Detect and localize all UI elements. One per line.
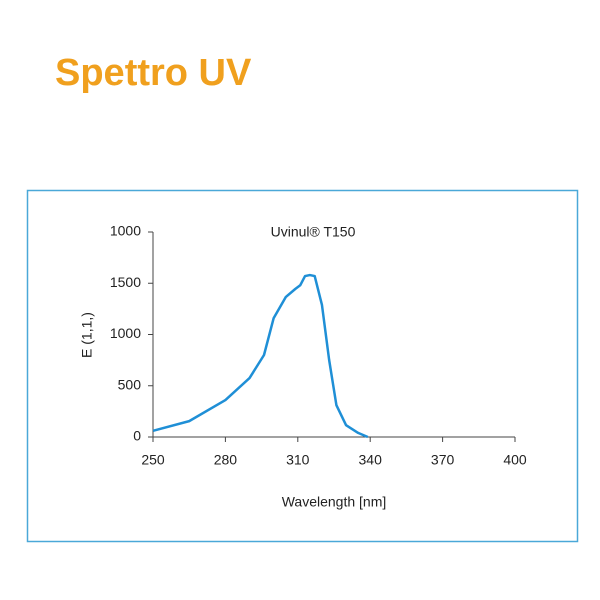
y-tick-label: 1500 [110, 274, 141, 290]
x-axis-label: Wavelength [nm] [282, 494, 387, 510]
data-line [152, 273, 369, 439]
y-tick-label: 500 [118, 376, 142, 392]
y-tick-label: 0 [133, 428, 141, 444]
chart-frame [26, 189, 579, 543]
y-tick-label: 1000 [110, 223, 141, 239]
x-tick-label: 400 [503, 452, 527, 468]
x-tick-label: 280 [214, 452, 238, 468]
y-axis-label: E (1,1,) [79, 312, 95, 358]
x-tick-label: 250 [141, 452, 165, 468]
y-tick-label: 1000 [110, 325, 141, 341]
x-tick-label: 310 [286, 452, 310, 468]
x-tick-label: 370 [431, 452, 455, 468]
x-tick-label: 340 [359, 452, 383, 468]
page-title: Spettro UV [55, 52, 252, 94]
chart-title: Uvinul® T150 [271, 224, 356, 240]
